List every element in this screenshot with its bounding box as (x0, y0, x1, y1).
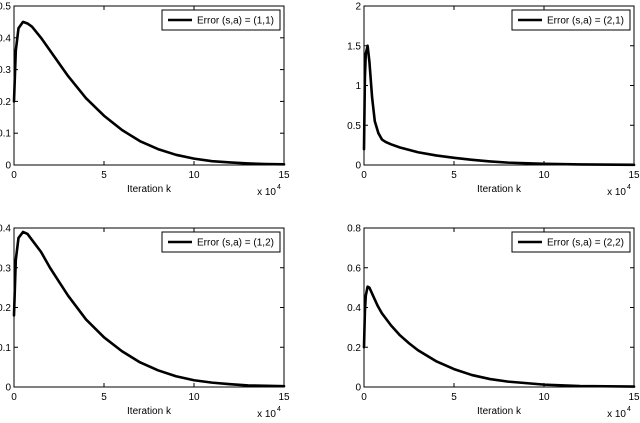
y-tick-label: 0.6 (347, 263, 361, 274)
x-scale-exponent: 4 (277, 406, 281, 413)
x-scale-exponent: 4 (627, 406, 631, 413)
y-tick-label: 0 (355, 161, 361, 172)
legend-box (161, 231, 281, 253)
series-line (362, 44, 636, 167)
x-axis-label: Iteration k (127, 184, 172, 195)
y-tick-label: 0.5 (347, 121, 361, 132)
y-tick-label: 2 (355, 2, 361, 13)
y-tick-label: 0 (5, 161, 11, 172)
legend-entry: Error (s,a) = (1,2) (197, 238, 274, 249)
x-tick-label: 15 (628, 170, 640, 181)
x-scale-exponent: 4 (627, 184, 631, 191)
legend-entry: Error (s,a) = (1,1) (197, 16, 274, 27)
x-tick-label: 0 (361, 392, 367, 403)
legend-entry: Error (s,a) = (2,2) (547, 238, 624, 249)
series-line (12, 20, 286, 166)
y-tick-label: 0.3 (0, 263, 11, 274)
legend-entry: Error (s,a) = (2,1) (547, 16, 624, 27)
x-tick-label: 5 (451, 392, 457, 403)
x-tick-label: 15 (628, 392, 640, 403)
x-tick-label: 15 (278, 392, 290, 403)
axes-box (363, 5, 635, 166)
x-tick-label: 15 (278, 170, 290, 181)
series-line (12, 230, 286, 388)
y-tick-label: 0 (355, 383, 361, 394)
subplot-2: 0 5 10 15 0 0.5 1 1.5 2 Iteration k x 10 4 Error (s,… (347, 2, 640, 199)
y-tick-label: 0.2 (347, 343, 361, 354)
y-tick-label: 0 (5, 383, 11, 394)
x-axis-label: Iteration k (127, 406, 172, 417)
legend-box (511, 231, 631, 253)
subplot-4: 0 5 10 15 0 0.2 0.4 0.6 0.8 Iteration k x 10 4 Error… (347, 224, 640, 421)
x-axis-label: Iteration k (477, 406, 522, 417)
x-scale-exponent: 4 (277, 184, 281, 191)
y-tick-label: 0.2 (0, 97, 11, 108)
y-tick-label: 0.4 (347, 303, 361, 314)
x-tick-label: 10 (188, 170, 200, 181)
x-tick-label: 5 (101, 170, 107, 181)
x-tick-label: 10 (538, 170, 550, 181)
x-tick-label: 10 (188, 392, 200, 403)
axes-box (363, 227, 635, 388)
subplot-3: 0 5 10 15 0 0.1 0.2 0.3 0.4 Iteration k x 104 Error… (0, 224, 290, 421)
x-axis-label: Iteration k (477, 184, 522, 195)
y-tick-label: 0.4 (0, 33, 11, 44)
y-tick-label: 0.5 (0, 2, 11, 13)
axes-box (13, 5, 285, 166)
series-line (362, 285, 636, 388)
x-scale-factor: x 10 (607, 409, 626, 420)
y-tick-label: 0.8 (347, 224, 361, 235)
y-tick-label: 1.5 (347, 41, 361, 52)
y-tick-label: 0.4 (0, 224, 11, 235)
subplot-1: 0 5 10 15 0 0.1 0.2 0.3 0.4 0.5 Iteration k x 104 Er… (0, 2, 290, 199)
x-scale-factor: x 10 (257, 409, 276, 420)
x-tick-label: 5 (101, 392, 107, 403)
y-tick-label: 1 (355, 81, 361, 92)
x-tick-label: 10 (538, 392, 550, 403)
x-scale-factor: x 10 (607, 187, 626, 198)
x-tick-label: 0 (11, 392, 17, 403)
x-tick-label: 0 (361, 170, 367, 181)
y-tick-label: 0.1 (0, 129, 11, 140)
legend-box (511, 9, 631, 31)
x-scale-factor: x 10 (257, 187, 276, 198)
y-tick-label: 0.3 (0, 65, 11, 76)
y-tick-label: 0.2 (0, 303, 11, 314)
x-tick-label: 0 (11, 170, 17, 181)
x-tick-label: 5 (451, 170, 457, 181)
y-tick-label: 0.1 (0, 343, 11, 354)
legend-box (161, 9, 281, 31)
